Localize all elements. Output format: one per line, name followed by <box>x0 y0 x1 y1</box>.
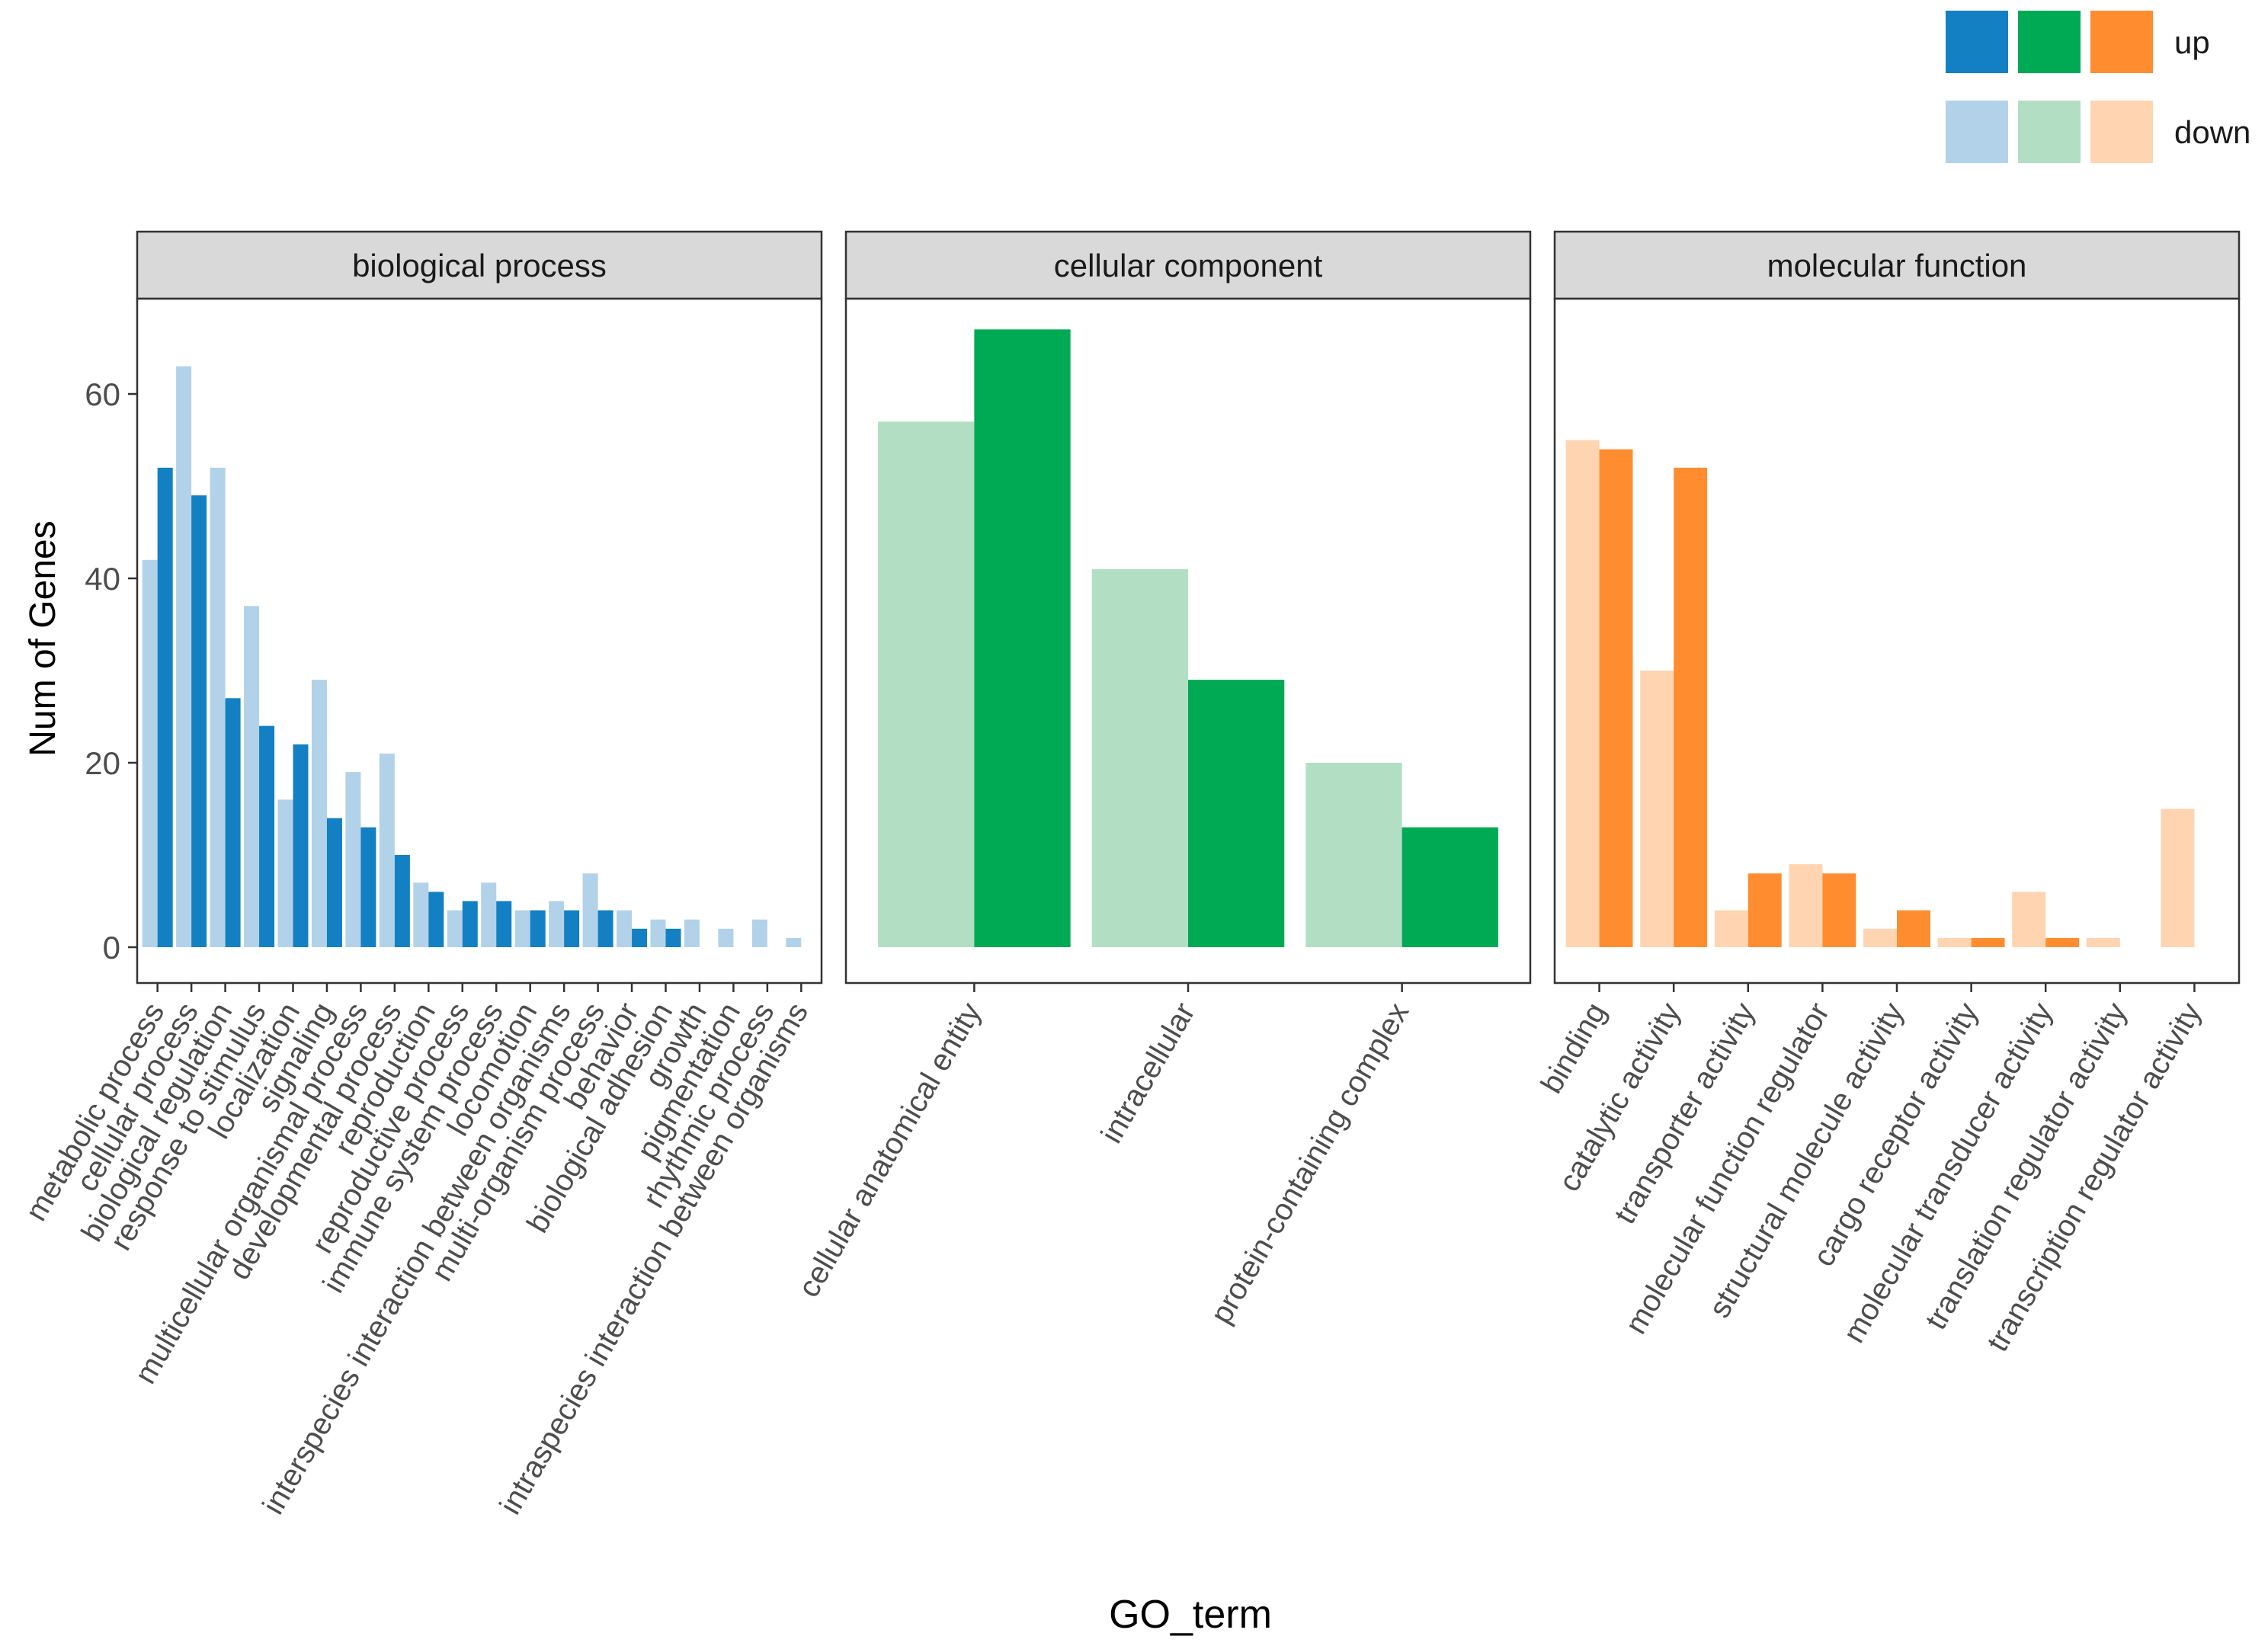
bar-down <box>2086 937 2120 947</box>
bar-up <box>1747 873 1782 947</box>
bar-down <box>1305 763 1402 947</box>
bar-down <box>2012 892 2046 947</box>
bar-down <box>176 366 192 947</box>
bar-down <box>878 421 975 947</box>
facet-strip <box>844 230 1532 300</box>
bar-down <box>481 882 497 947</box>
bar-down <box>718 928 734 947</box>
bar-down <box>650 919 666 947</box>
bar-down <box>277 799 293 947</box>
bar-up <box>462 901 478 947</box>
bars-group <box>878 329 1498 947</box>
bar-up <box>597 910 613 947</box>
bar-up <box>1822 873 1856 947</box>
legend-key <box>2090 101 2153 163</box>
bar-up <box>632 928 648 947</box>
bar-up <box>1188 680 1285 947</box>
panel-border <box>1553 297 2241 985</box>
bar-up <box>326 818 342 947</box>
legend-label: down <box>2174 114 2250 150</box>
bar-up <box>1674 467 1708 947</box>
bar-up <box>2045 937 2080 947</box>
bar-down <box>1091 568 1188 947</box>
bar-down <box>413 882 429 947</box>
legend-entry-down: down <box>1946 101 2250 163</box>
bar-up <box>530 910 546 947</box>
bar-up <box>360 827 376 947</box>
x-axis-title: GO_term <box>1109 1593 1272 1637</box>
bar-up <box>394 855 410 947</box>
y-tick-label: 20 <box>85 745 120 781</box>
bar-up <box>1897 910 1930 947</box>
bar-down <box>2161 808 2195 947</box>
legend-key <box>2018 101 2081 163</box>
bar-down <box>447 910 463 947</box>
y-axis: 0 20 40 60 <box>85 376 137 965</box>
legend-key <box>1946 101 2008 163</box>
bar-up <box>974 329 1071 947</box>
legend-key <box>2018 11 2081 73</box>
facet-strip-title: cellular component <box>1054 248 1323 283</box>
bar-down <box>514 910 530 947</box>
bar-up <box>259 725 275 947</box>
y-tick-label: 40 <box>85 561 120 597</box>
facet-strip-title: molecular function <box>1767 248 2027 283</box>
bar-up <box>157 467 173 947</box>
legend-entry-up: up <box>1946 11 2210 73</box>
bar-down <box>582 873 598 947</box>
bar-down <box>1789 864 1823 947</box>
legend-key <box>1946 11 2008 73</box>
bar-up <box>428 892 444 947</box>
panel-border <box>844 297 1532 985</box>
bar-up <box>225 698 241 947</box>
y-axis-title: Num of Genes <box>23 520 63 756</box>
bar-down <box>142 559 158 947</box>
bar-down <box>1565 440 1600 947</box>
bar-down <box>1937 937 1972 947</box>
bar-down <box>1640 671 1674 947</box>
bar-down <box>684 919 700 947</box>
panel-border <box>136 297 823 985</box>
legend-key <box>2090 11 2153 73</box>
bar-down <box>379 753 395 947</box>
bar-up <box>191 495 207 947</box>
legend: up down <box>1946 11 2250 163</box>
bar-down <box>549 901 565 947</box>
bar-down <box>617 910 633 947</box>
facet-strip <box>136 230 823 300</box>
bar-down <box>311 680 327 947</box>
legend-label: up <box>2174 24 2210 60</box>
bars-group <box>142 366 802 947</box>
bar-down <box>751 919 767 947</box>
bar-up <box>665 928 681 947</box>
bar-up <box>1599 449 1633 947</box>
bar-down <box>1863 928 1897 947</box>
bar-up <box>293 744 309 947</box>
bar-up <box>496 901 512 947</box>
bar-down <box>345 772 361 947</box>
bars-group <box>1565 440 2195 947</box>
facet-strip-title: biological process <box>352 248 607 283</box>
bar-up <box>1401 827 1498 947</box>
y-tick-label: 0 <box>103 930 120 965</box>
bar-up <box>1971 937 2005 947</box>
bar-up <box>564 910 580 947</box>
bar-down <box>1714 910 1748 947</box>
facet-strip <box>1553 230 2241 300</box>
bar-down <box>786 937 802 947</box>
bar-down <box>244 606 260 947</box>
y-tick-label: 60 <box>85 376 120 412</box>
bar-down <box>210 467 226 947</box>
